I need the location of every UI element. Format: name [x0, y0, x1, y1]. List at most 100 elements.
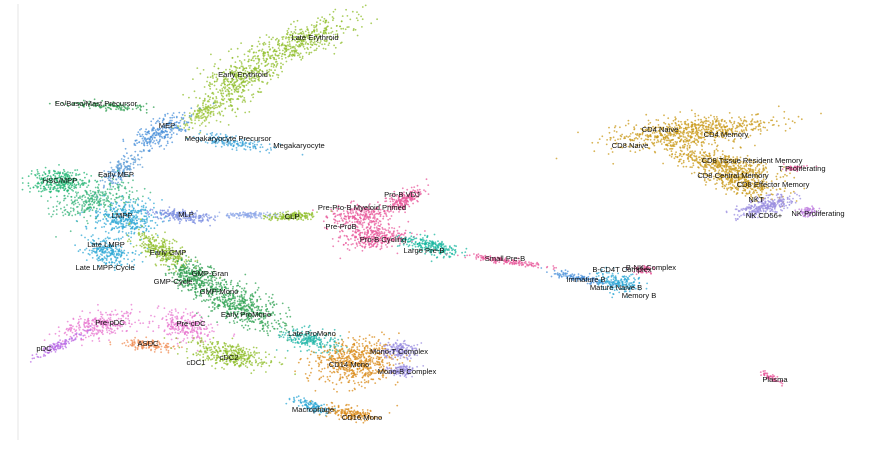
cell-point [275, 64, 278, 67]
cell-point [127, 168, 130, 170]
cell-point [178, 222, 181, 225]
cell-point [249, 216, 252, 219]
cell-point [159, 133, 162, 136]
cell-point [215, 133, 218, 135]
cell-point [94, 210, 97, 213]
cell-point [286, 41, 289, 44]
cell-point [99, 199, 102, 202]
cell-point [319, 19, 322, 22]
cell-point [215, 119, 218, 122]
cell-point [266, 51, 269, 54]
cell-point [199, 107, 201, 110]
cell-point [268, 152, 271, 154]
cell-point [304, 37, 306, 39]
cell-point [247, 60, 250, 63]
cell-point [41, 182, 44, 185]
cell-point [169, 137, 172, 140]
cell-point [131, 108, 134, 111]
cell-point [228, 93, 230, 95]
cell-point [97, 259, 100, 262]
cell-point [84, 249, 86, 251]
cell-point [240, 75, 243, 77]
cell-point [153, 206, 155, 209]
cell-point [143, 226, 145, 229]
cell-point [164, 135, 167, 138]
cell-point [340, 27, 343, 30]
cell-point [274, 61, 277, 63]
cell-point [27, 175, 30, 178]
cell-point [225, 68, 227, 71]
cell-point [73, 102, 76, 104]
cell-point [560, 269, 563, 272]
cell-point [240, 83, 243, 85]
cell-point [258, 75, 260, 78]
cell-point [53, 180, 56, 183]
cell-point [256, 74, 259, 77]
cell-point [211, 137, 214, 139]
cell-point [240, 63, 243, 65]
cell-point [239, 86, 242, 88]
cell-point [166, 140, 169, 143]
cell-point [274, 54, 277, 57]
cell-point [170, 121, 173, 124]
cell-point [84, 102, 87, 105]
cell-point [91, 249, 93, 252]
cell-point [238, 212, 241, 215]
cell-point [159, 211, 162, 214]
cell-point [477, 253, 480, 256]
cell-point [252, 96, 255, 99]
cell-point [126, 107, 129, 109]
cell-point [85, 190, 87, 193]
cell-point [77, 191, 79, 194]
cell-point [112, 178, 115, 181]
cell-point [110, 188, 113, 191]
cell-point [211, 74, 214, 77]
cell-point [301, 30, 304, 33]
cell-point [112, 202, 114, 205]
cell-point [412, 236, 415, 239]
cell-point [192, 113, 195, 116]
cell-point [203, 97, 206, 100]
cell-point [63, 170, 66, 173]
cell-point [266, 71, 269, 74]
cell-point [278, 215, 281, 218]
cell-point [316, 30, 318, 32]
cell-point [270, 69, 273, 71]
cell-point [72, 190, 74, 192]
cell-point [21, 188, 24, 191]
cell-point [232, 145, 235, 148]
cell-point [229, 139, 232, 142]
cell-point [273, 64, 276, 66]
cell-point [64, 187, 67, 190]
cell-point [84, 203, 87, 206]
cell-point [361, 249, 364, 252]
cell-point [254, 69, 256, 72]
cell-point [150, 124, 153, 126]
cell-point [86, 220, 88, 222]
cell-point [222, 92, 225, 95]
cell-point [323, 43, 326, 45]
cell-point [127, 181, 130, 184]
cell-point [354, 28, 357, 31]
cell-point [145, 102, 148, 105]
cell-point [411, 241, 413, 244]
cell-point [233, 141, 236, 144]
cell-point [36, 185, 38, 188]
cell-point [67, 173, 69, 176]
cell-point [146, 210, 149, 212]
cell-point [70, 207, 72, 209]
cell-point [106, 248, 109, 251]
cell-point [233, 65, 236, 68]
cell-point [193, 221, 196, 224]
cell-point [103, 195, 105, 197]
cell-point [179, 125, 182, 127]
cell-point [373, 223, 376, 225]
cell-point [230, 89, 233, 91]
cell-point [85, 226, 88, 228]
cell-point [368, 246, 371, 249]
cell-point [60, 207, 62, 210]
cell-point [118, 163, 121, 165]
cell-point [121, 230, 124, 233]
cell-point [102, 203, 105, 205]
cell-point [205, 107, 207, 110]
